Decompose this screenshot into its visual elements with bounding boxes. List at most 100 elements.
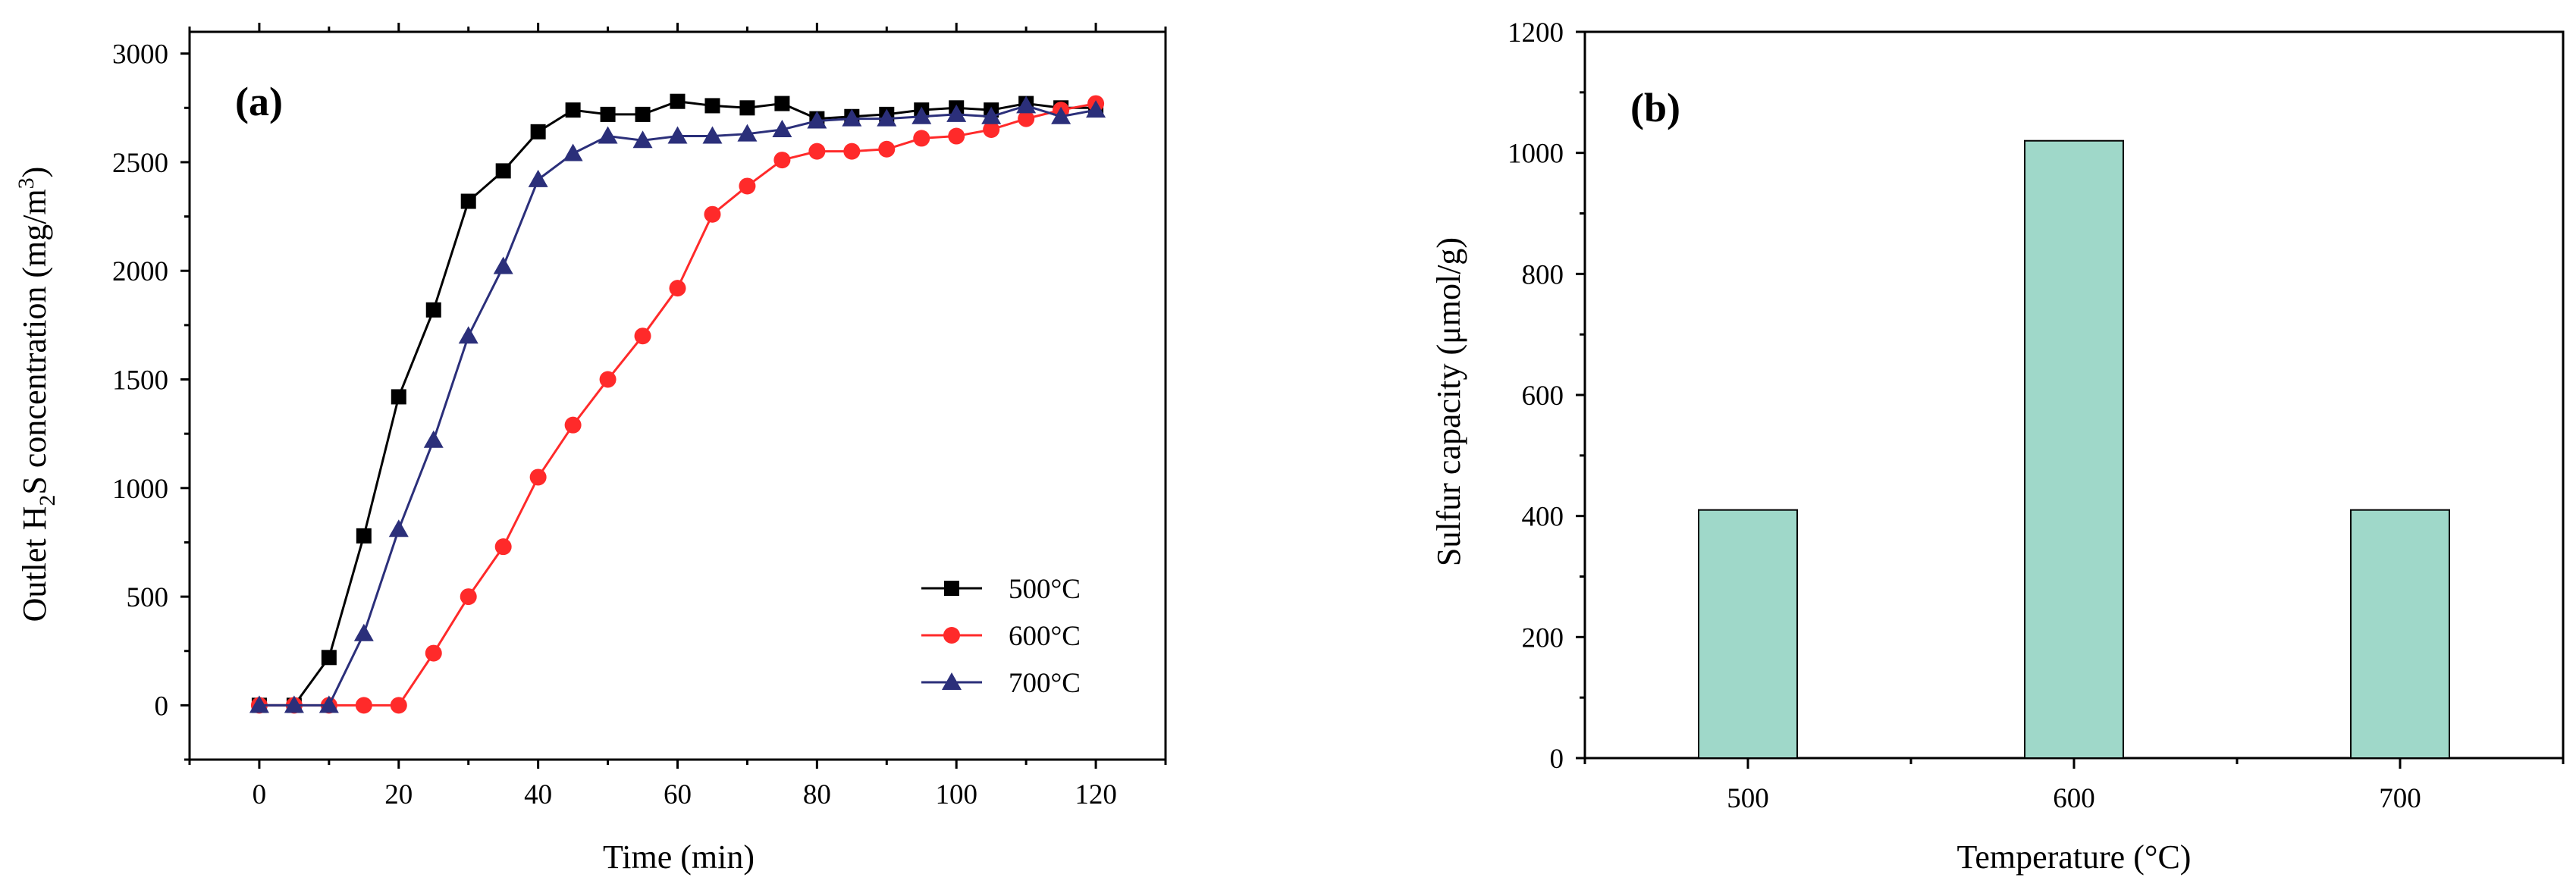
- point-700°C-65: [702, 126, 723, 144]
- point-700°C-115: [1051, 106, 1072, 124]
- panel-a: 0 20 40 60 80 100 120 0 500 1000 1500 2000 2500 3000…: [14, 23, 1167, 876]
- point-500°C-45: [565, 102, 581, 118]
- x-tick-label-100: 100: [935, 779, 977, 810]
- point-700°C-85: [842, 108, 862, 127]
- point-600°C-105: [983, 121, 1000, 138]
- y-tick-label-500: 500: [127, 582, 169, 613]
- point-500°C-40: [530, 124, 546, 139]
- point-600°C-50: [599, 371, 617, 388]
- bar-500: [1698, 509, 1798, 760]
- x-tick-label-600: 600: [2053, 783, 2095, 814]
- point-700°C-110: [1016, 96, 1037, 114]
- point-700°C-100: [946, 104, 967, 122]
- x-tick-label-60: 60: [664, 779, 692, 810]
- point-600°C-25: [425, 644, 442, 662]
- point-700°C-10: [318, 695, 339, 713]
- point-500°C-60: [670, 93, 686, 109]
- panel-a-legend: 500°C 600°C 700°C: [921, 574, 1081, 699]
- x-tick-label-500: 500: [1727, 783, 1769, 814]
- x-tick-label-700: 700: [2379, 783, 2421, 814]
- y-tick-label-400: 400: [1522, 502, 1564, 533]
- bar-700: [2350, 509, 2450, 760]
- y-tick-label-3000: 3000: [112, 39, 168, 71]
- panel-b-bars: [1698, 139, 2450, 760]
- point-700°C-105: [981, 106, 1002, 124]
- panel-a-label: (a): [235, 79, 283, 124]
- y-tick-label-1000: 1000: [112, 474, 168, 505]
- legend-label-700°C: 700°C: [1009, 668, 1081, 699]
- series-line-500°C: [259, 100, 1097, 707]
- point-600°C-85: [843, 143, 861, 160]
- legend-marker-500°C: [944, 581, 959, 596]
- y-tick-label-2000: 2000: [112, 256, 168, 287]
- point-700°C-5: [284, 695, 304, 713]
- point-700°C-60: [667, 126, 688, 144]
- point-700°C-90: [877, 108, 897, 127]
- point-600°C-80: [808, 143, 826, 160]
- point-600°C-70: [739, 177, 756, 195]
- point-600°C-75: [773, 152, 791, 169]
- point-700°C-40: [528, 169, 548, 187]
- series-600°C: [250, 95, 1105, 714]
- point-600°C-55: [634, 327, 651, 345]
- panel-a-x-axis-label: Time (min): [603, 838, 755, 876]
- point-500°C-10: [321, 650, 337, 666]
- point-700°C-15: [353, 623, 374, 641]
- y-tick-label-2500: 2500: [112, 148, 168, 179]
- series-line-600°C: [259, 102, 1097, 707]
- point-600°C-60: [669, 280, 686, 297]
- point-700°C-55: [632, 130, 653, 149]
- point-500°C-65: [704, 98, 720, 114]
- legend-marker-700°C: [942, 672, 962, 690]
- point-700°C-50: [598, 126, 618, 144]
- bar-600: [2024, 139, 2124, 759]
- point-700°C-95: [911, 106, 932, 124]
- panel-b-y-axis-label: Sulfur capacity (μmol/g): [1430, 237, 1467, 566]
- point-700°C-35: [493, 256, 513, 274]
- point-600°C-20: [390, 697, 407, 714]
- legend-label-600°C: 600°C: [1009, 621, 1081, 652]
- panel-b: 0 200 400 600 800 1000 1200 500 600 700 (b) Temp…: [1430, 17, 2565, 876]
- point-600°C-35: [494, 538, 512, 556]
- y-tick-label-0: 0: [1550, 744, 1564, 775]
- panel-a-x-ticks: 0 20 40 60 80 100 120: [188, 23, 1167, 810]
- panel-a-y-axis-label: Outlet H2S concentration (mg/m3): [14, 167, 60, 622]
- point-600°C-40: [529, 469, 547, 486]
- point-700°C-30: [458, 326, 478, 344]
- panel-b-y-ticks: 0 200 400 600 800 1000 1200: [1508, 17, 1585, 775]
- series-500°C: [251, 93, 1104, 713]
- point-600°C-65: [704, 205, 721, 223]
- series-700°C: [249, 96, 1106, 713]
- panel-a-y-ticks: 0 500 1000 1500 2000 2500 3000: [112, 39, 190, 761]
- point-500°C-25: [425, 302, 441, 318]
- point-600°C-110: [1018, 110, 1035, 127]
- panel-b-x-axis-label: Temperature (°C): [1957, 838, 2192, 876]
- point-700°C-120: [1086, 100, 1106, 118]
- y-tick-label-200: 200: [1522, 622, 1564, 653]
- point-700°C-20: [388, 519, 409, 537]
- y-tick-label-1500: 1500: [112, 365, 168, 396]
- series-line-700°C: [259, 104, 1097, 707]
- point-500°C-75: [774, 96, 790, 111]
- y-tick-label-800: 800: [1522, 259, 1564, 290]
- panel-a-series: [249, 93, 1106, 714]
- x-tick-label-120: 120: [1075, 779, 1117, 810]
- panel-b-label: (b): [1630, 85, 1680, 130]
- x-tick-label-20: 20: [384, 779, 413, 810]
- point-500°C-50: [600, 106, 616, 122]
- x-tick-label-0: 0: [253, 779, 267, 810]
- point-700°C-80: [807, 111, 827, 129]
- point-600°C-90: [878, 140, 896, 158]
- point-600°C-100: [948, 127, 965, 145]
- panel-b-x-ticks: 500 600 700: [1583, 758, 2565, 814]
- y-tick-label-600: 600: [1522, 381, 1564, 412]
- y-tick-label-1000: 1000: [1508, 139, 1564, 170]
- point-600°C-45: [564, 416, 582, 434]
- point-500°C-35: [495, 163, 511, 179]
- point-700°C-45: [563, 143, 583, 161]
- legend-marker-600°C: [943, 627, 960, 644]
- point-500°C-15: [356, 528, 372, 544]
- point-500°C-30: [460, 193, 476, 209]
- x-tick-label-80: 80: [803, 779, 831, 810]
